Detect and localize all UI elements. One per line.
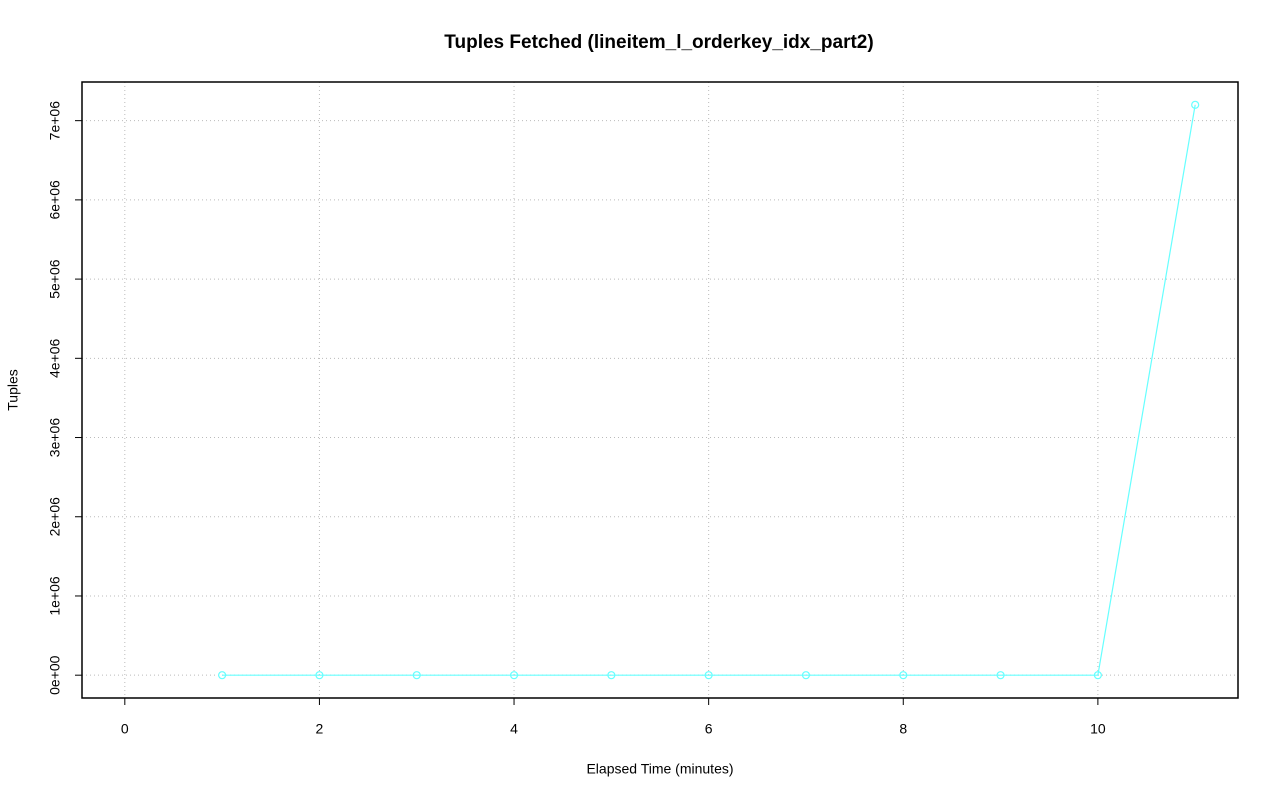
data-point <box>315 671 324 680</box>
x-tick-label: 2 <box>316 721 324 737</box>
y-tick-label: 5e+06 <box>47 259 63 299</box>
data-point <box>607 671 616 680</box>
data-point <box>1093 671 1102 680</box>
y-axis-label: Tuples <box>5 369 21 411</box>
x-tick-label: 0 <box>121 721 129 737</box>
chart-title: Tuples Fetched (lineitem_l_orderkey_idx_… <box>444 32 873 53</box>
data-point <box>509 671 519 680</box>
data-point <box>899 671 908 680</box>
data-point <box>801 671 811 680</box>
y-tick-label: 0e+00 <box>47 655 63 695</box>
x-axis-label: Elapsed Time (minutes) <box>586 761 733 777</box>
data-point <box>1191 100 1200 109</box>
x-tick-label: 4 <box>510 721 518 737</box>
y-tick-label: 3e+06 <box>47 418 63 458</box>
data-point <box>996 671 1005 680</box>
y-tick-label: 7e+06 <box>47 101 63 141</box>
x-tick-label: 10 <box>1090 721 1106 737</box>
y-tick-label: 4e+06 <box>47 338 63 378</box>
y-tick-label: 2e+06 <box>47 497 63 537</box>
data-point <box>704 671 713 680</box>
data-point <box>412 671 421 680</box>
y-tick-label: 1e+06 <box>47 576 63 616</box>
data-line <box>222 104 1196 676</box>
data-point <box>218 671 227 680</box>
plot-frame <box>81 81 1239 699</box>
x-tick-label: 6 <box>705 721 713 737</box>
x-tick-label: 8 <box>899 721 907 737</box>
y-tick-label: 6e+06 <box>47 180 63 220</box>
